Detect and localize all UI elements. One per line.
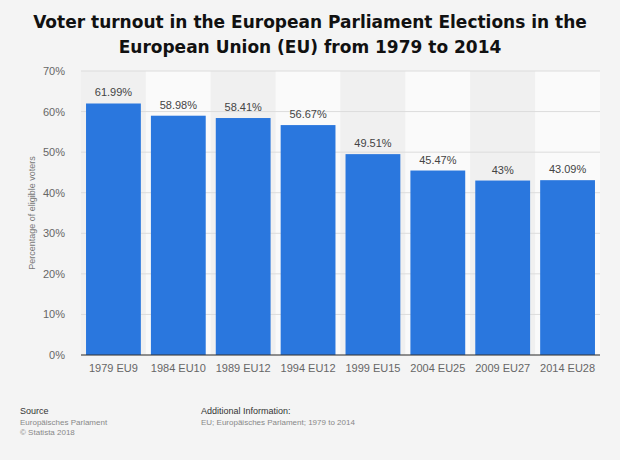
x-tick-label: 1999 EU15	[345, 362, 400, 374]
y-tick-label: 70%	[43, 65, 65, 77]
data-label: 43%	[492, 164, 514, 176]
bar	[151, 116, 206, 355]
additional-info-heading: Additional Information:	[201, 406, 291, 416]
data-label: 56.67%	[289, 108, 327, 120]
data-label: 58.41%	[225, 101, 263, 113]
plot-band	[146, 71, 211, 355]
y-tick-label: 60%	[43, 106, 65, 118]
bar	[216, 118, 271, 355]
y-axis-title: Percentage of eligible voters	[27, 156, 37, 270]
plot-band	[535, 71, 600, 355]
x-tick-label: 2014 EU28	[540, 362, 595, 374]
chart-title: Voter turnout in the European Parliament…	[30, 10, 590, 60]
plot-band	[81, 71, 146, 355]
source-heading: Source	[20, 406, 49, 416]
grid-line	[81, 111, 600, 112]
chart-svg: 0% 10% 20% 30% 40% 50% 60% 70% Percentage of eli…	[0, 0, 620, 460]
y-tick-label: 10%	[43, 308, 65, 320]
bar	[475, 181, 530, 355]
source-line: © Statista 2018	[20, 428, 75, 437]
bars	[86, 103, 595, 355]
data-label: 61.99%	[95, 86, 133, 98]
x-tick-label: 2009 EU27	[475, 362, 530, 374]
y-tick-label: 0%	[49, 349, 65, 361]
data-label: 43.09%	[549, 163, 587, 175]
plot-band	[211, 71, 276, 355]
x-tick-label: 1984 EU10	[151, 362, 206, 374]
plot-band	[470, 71, 535, 355]
additional-info-text: EU; Europäisches Parlament; 1979 to 2014	[201, 418, 355, 427]
data-label: 45.47%	[419, 154, 457, 166]
plot-band	[341, 71, 406, 355]
grid-line	[81, 71, 600, 72]
y-tick-label: 40%	[43, 187, 65, 199]
bar	[540, 180, 595, 355]
x-tick-label: 1989 EU12	[216, 362, 271, 374]
bar	[410, 171, 465, 355]
x-tick-label: 1979 EU9	[89, 362, 138, 374]
y-tick-label: 30%	[43, 227, 65, 239]
bar	[346, 154, 401, 355]
plot-band	[276, 71, 341, 355]
x-tick-label: 2004 EU25	[410, 362, 465, 374]
y-tick-label: 50%	[43, 146, 65, 158]
x-tick-label: 1994 EU12	[281, 362, 336, 374]
grid-line	[81, 355, 600, 356]
data-label: 49.51%	[354, 137, 392, 149]
source-line: Europäisches Parlament	[20, 418, 108, 427]
x-axis-line	[81, 355, 600, 356]
data-label: 58.98%	[160, 99, 198, 111]
bar	[281, 125, 336, 355]
bar	[86, 103, 141, 355]
plot-band	[405, 71, 470, 355]
y-tick-label: 20%	[43, 268, 65, 280]
